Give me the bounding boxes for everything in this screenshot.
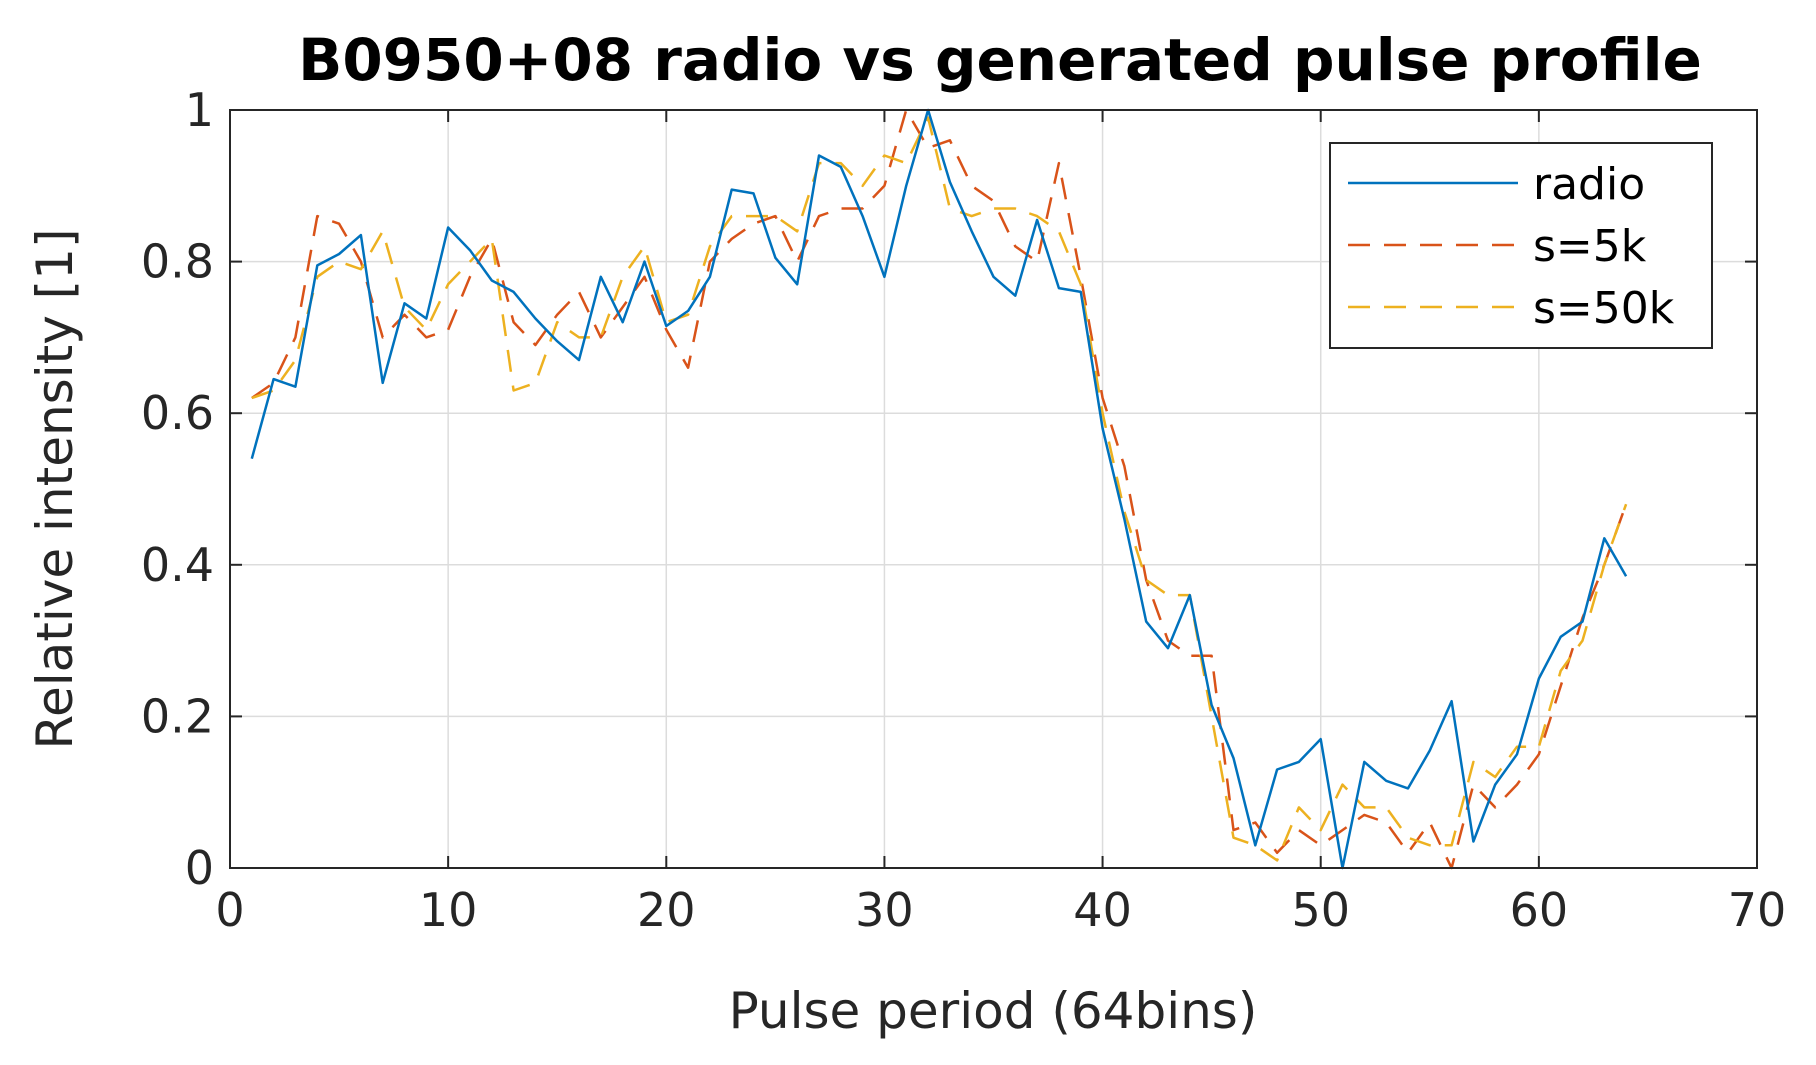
y-tick-label: 0 bbox=[185, 841, 214, 895]
x-tick-label: 20 bbox=[637, 883, 696, 937]
x-tick-label: 0 bbox=[215, 883, 244, 937]
legend-label-radio: radio bbox=[1533, 159, 1645, 210]
y-tick-label: 0.2 bbox=[141, 689, 214, 743]
axis-ticks bbox=[229, 109, 1758, 869]
legend: radio s=5k s=50k bbox=[1329, 142, 1713, 349]
x-tick-label: 70 bbox=[1728, 883, 1787, 937]
series-line-s-50k bbox=[251, 116, 1628, 862]
x-tick-label: 50 bbox=[1291, 883, 1350, 937]
x-tick-label: 10 bbox=[419, 883, 478, 937]
chart-title: B0950+08 radio vs generated pulse profil… bbox=[298, 26, 1702, 94]
x-tick-label: 60 bbox=[1510, 883, 1569, 937]
plot-frame bbox=[229, 109, 1758, 869]
legend-label-s50k: s=50k bbox=[1533, 283, 1675, 334]
legend-label-s5k: s=5k bbox=[1533, 221, 1647, 272]
series-line-radio bbox=[250, 108, 1628, 870]
y-tick-label: 0.6 bbox=[141, 386, 214, 440]
series-layer bbox=[250, 108, 1628, 870]
y-axis-label: Relative intensity [1] bbox=[26, 228, 84, 749]
x-tick-label: 40 bbox=[1073, 883, 1132, 937]
tick-labels: 0 10 20 30 40 50 60 70 0 0.2 0.4 0.6 0.8 1 bbox=[141, 83, 1786, 937]
y-tick-label: 1 bbox=[185, 83, 214, 137]
y-tick-label: 0.4 bbox=[141, 538, 214, 592]
y-tick-label: 0.8 bbox=[141, 235, 214, 289]
x-axis-label: Pulse period (64bins) bbox=[729, 982, 1258, 1040]
x-tick-label: 30 bbox=[855, 883, 914, 937]
